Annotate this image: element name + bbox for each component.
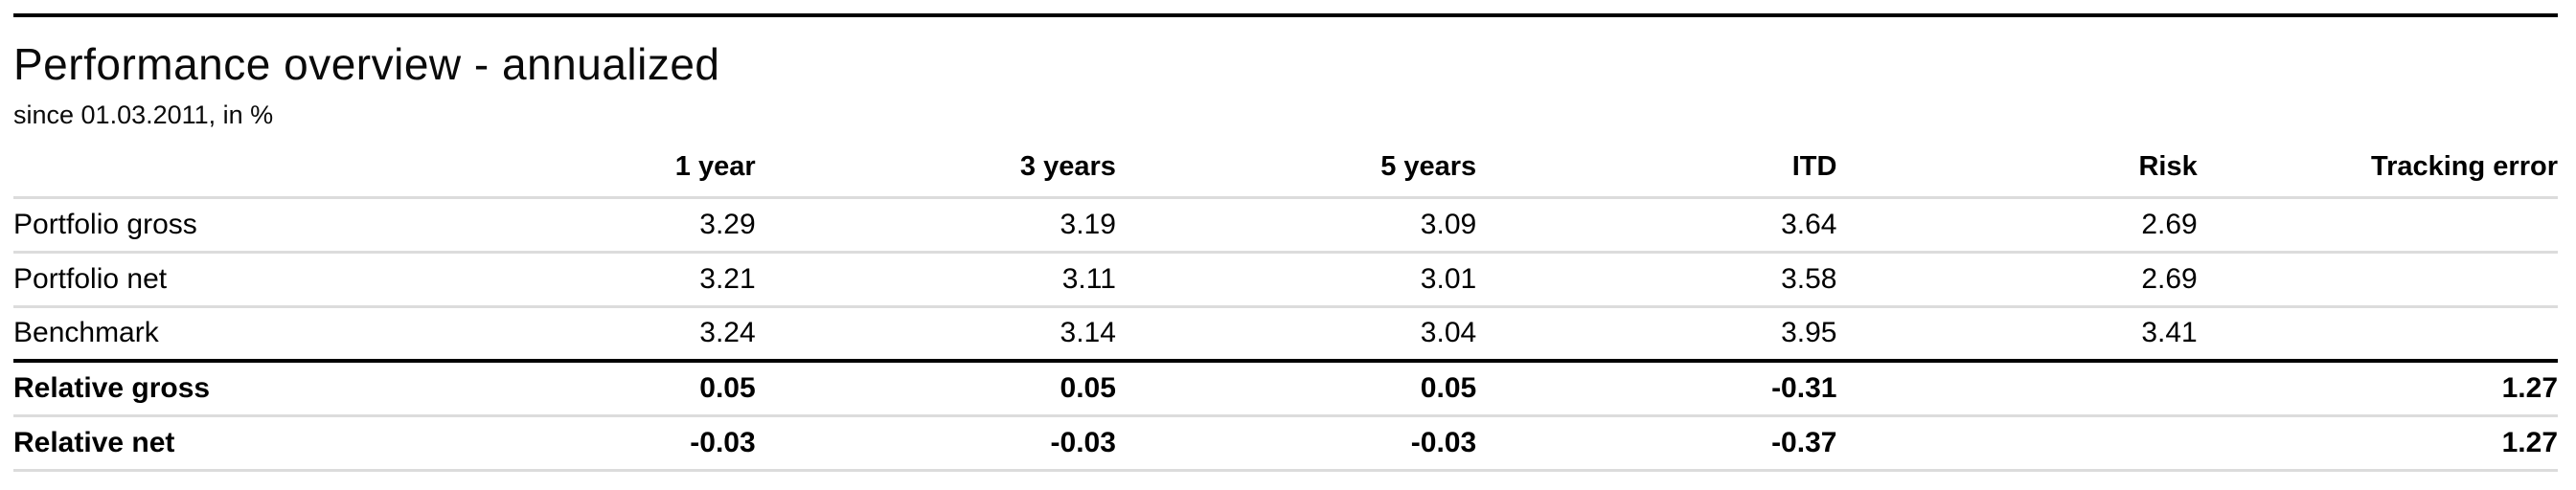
page-subtitle: since 01.03.2011, in %: [13, 100, 274, 129]
column-header-3-years: 3 years: [755, 143, 1116, 199]
table-row-benchmark: Benchmark 3.24 3.14 3.04 3.95 3.41: [13, 306, 2558, 364]
top-rule: [13, 13, 2558, 17]
table-row-portfolio-gross: Portfolio gross 3.29 3.19 3.09 3.64 2.69: [13, 197, 2558, 254]
table-cell: 0.05: [755, 361, 1116, 417]
table-cell: 3.01: [1115, 252, 1477, 308]
column-header-itd: ITD: [1476, 143, 1837, 199]
table-cell: 0.05: [395, 361, 756, 417]
table-cell: [2197, 252, 2558, 308]
table-cell: 3.11: [755, 252, 1116, 308]
table-cell: 2.69: [1836, 252, 2198, 308]
table-cell: -0.03: [395, 415, 756, 472]
page-title: Performance overview - annualized: [13, 39, 720, 89]
table-cell: 1.27: [2197, 415, 2558, 472]
table-cell: 3.14: [755, 306, 1116, 364]
table-cell: 3.21: [395, 252, 756, 308]
table-cell: [1836, 415, 2198, 472]
row-label: Portfolio net: [13, 252, 396, 308]
column-header-tracking-error: Tracking error: [2197, 143, 2558, 199]
row-label: Benchmark: [13, 306, 396, 364]
table-cell: 3.24: [395, 306, 756, 364]
table-cell: 3.09: [1115, 197, 1477, 254]
column-header-5-years: 5 years: [1115, 143, 1477, 199]
column-header-blank: [13, 143, 396, 199]
table-header-row: 1 year 3 years 5 years ITD Risk Tracking…: [13, 143, 2558, 199]
table-cell: 1.27: [2197, 361, 2558, 417]
table-row-portfolio-net: Portfolio net 3.21 3.11 3.01 3.58 2.69: [13, 252, 2558, 308]
table-cell: [2197, 306, 2558, 364]
table-row-relative-net: Relative net -0.03 -0.03 -0.03 -0.37 1.2…: [13, 415, 2558, 472]
table-cell: -0.37: [1476, 415, 1837, 472]
table-cell: 3.41: [1836, 306, 2198, 364]
table-cell: [1836, 361, 2198, 417]
table-cell: 3.95: [1476, 306, 1837, 364]
row-label: Relative gross: [13, 361, 396, 417]
table-cell: 3.29: [395, 197, 756, 254]
table-cell: -0.03: [1115, 415, 1477, 472]
table-cell: -0.31: [1476, 361, 1837, 417]
row-label: Portfolio gross: [13, 197, 396, 254]
column-header-1-year: 1 year: [395, 143, 756, 199]
table-row-relative-gross: Relative gross 0.05 0.05 0.05 -0.31 1.27: [13, 361, 2558, 417]
performance-table: 1 year 3 years 5 years ITD Risk Tracking…: [13, 143, 2558, 472]
column-header-risk: Risk: [1836, 143, 2198, 199]
row-label: Relative net: [13, 415, 396, 472]
table-cell: [2197, 197, 2558, 254]
table-cell: 2.69: [1836, 197, 2198, 254]
table-cell: 3.19: [755, 197, 1116, 254]
table-cell: 3.04: [1115, 306, 1477, 364]
table-cell: 3.64: [1476, 197, 1837, 254]
table-cell: -0.03: [755, 415, 1116, 472]
table-cell: 0.05: [1115, 361, 1477, 417]
table-cell: 3.58: [1476, 252, 1837, 308]
